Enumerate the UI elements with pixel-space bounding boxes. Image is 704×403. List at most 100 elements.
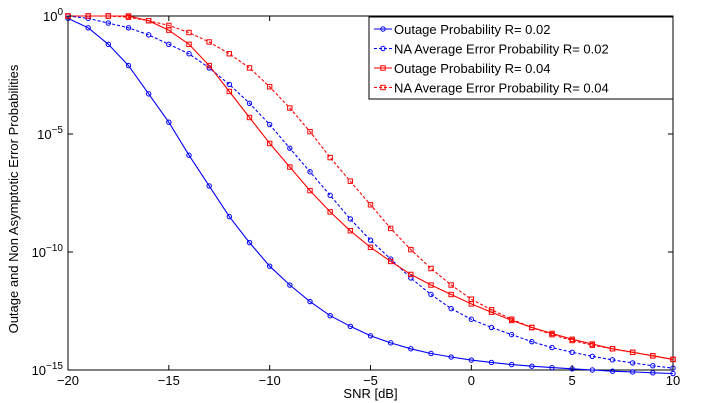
data-point bbox=[670, 370, 676, 377]
legend-entry: Outage Probability R= 0.04 bbox=[374, 61, 550, 76]
data-point bbox=[508, 361, 515, 368]
data-point bbox=[650, 370, 656, 376]
data-point bbox=[246, 65, 253, 71]
data-point bbox=[670, 356, 676, 363]
data-point bbox=[186, 51, 192, 57]
data-point bbox=[145, 32, 152, 38]
data-point bbox=[508, 331, 515, 338]
legend-label: NA Average Error Probability R= 0.04 bbox=[394, 81, 609, 96]
data-point bbox=[448, 354, 454, 360]
data-point bbox=[186, 152, 192, 158]
data-point bbox=[367, 202, 374, 208]
data-point bbox=[408, 246, 414, 253]
data-point bbox=[428, 350, 434, 357]
data-point bbox=[589, 367, 596, 373]
x-tick-label: −5 bbox=[363, 373, 378, 388]
data-point bbox=[569, 337, 575, 344]
y-tick-label: 100 bbox=[43, 7, 63, 24]
data-point bbox=[287, 145, 293, 151]
data-point bbox=[609, 346, 616, 352]
data-point bbox=[589, 353, 596, 360]
data-point bbox=[569, 349, 575, 355]
data-point bbox=[347, 178, 354, 184]
data-point bbox=[307, 169, 313, 175]
legend-entry: NA Average Error Probability R= 0.04 bbox=[374, 81, 609, 96]
data-point bbox=[387, 340, 394, 346]
data-point bbox=[125, 62, 132, 69]
x-tick-label: −15 bbox=[158, 373, 180, 388]
data-point bbox=[589, 342, 596, 348]
x-axis-label: SNR [dB] bbox=[343, 386, 397, 401]
data-point bbox=[428, 282, 434, 288]
data-point bbox=[367, 244, 374, 250]
data-point bbox=[105, 20, 112, 26]
data-point bbox=[166, 22, 172, 29]
data-point bbox=[488, 359, 495, 366]
legend-entry: Outage Probability R= 0.02 bbox=[374, 22, 550, 37]
data-point bbox=[529, 338, 535, 345]
data-point bbox=[448, 282, 454, 288]
data-point bbox=[166, 41, 172, 48]
y-tick-label: 10−10 bbox=[32, 243, 64, 260]
data-point bbox=[367, 333, 374, 339]
data-point bbox=[186, 41, 192, 48]
data-point bbox=[266, 121, 273, 128]
y-tick-label: 10−15 bbox=[32, 361, 64, 378]
data-point bbox=[307, 298, 313, 305]
data-point bbox=[387, 225, 394, 232]
data-point bbox=[650, 363, 656, 369]
data-point bbox=[488, 324, 495, 331]
data-point bbox=[650, 353, 656, 359]
data-point bbox=[226, 51, 233, 57]
data-point bbox=[287, 282, 293, 288]
data-point bbox=[266, 140, 273, 147]
legend-swatch-marker bbox=[380, 84, 386, 91]
data-point bbox=[246, 114, 253, 121]
legend-entry: NA Average Error Probability R= 0.02 bbox=[374, 42, 609, 57]
data-point bbox=[448, 291, 454, 298]
legend: Outage Probability R= 0.02 NA Average Err… bbox=[368, 16, 674, 100]
data-point bbox=[448, 305, 454, 312]
data-point bbox=[105, 13, 112, 19]
series-line bbox=[67, 15, 674, 369]
data-point bbox=[327, 192, 333, 199]
data-point bbox=[529, 363, 535, 369]
series-line bbox=[68, 15, 674, 360]
data-point bbox=[206, 183, 212, 189]
data-point bbox=[206, 39, 212, 45]
data-point bbox=[629, 349, 636, 356]
data-point bbox=[266, 263, 273, 269]
data-point bbox=[166, 119, 172, 125]
data-point bbox=[327, 313, 333, 319]
data-point bbox=[609, 357, 616, 363]
x-tick-label: −20 bbox=[57, 373, 79, 388]
data-point bbox=[266, 84, 273, 90]
data-point bbox=[327, 209, 333, 215]
data-point bbox=[287, 164, 293, 170]
data-point bbox=[307, 128, 313, 135]
data-point bbox=[549, 364, 555, 371]
legend-swatch-marker bbox=[380, 26, 386, 32]
x-tick-label: −10 bbox=[259, 373, 281, 388]
axis-layer: −20 −15 −10 −5 0 5 10 10−15 10−10 10−5 100 bbox=[32, 7, 681, 388]
legend-box bbox=[368, 16, 674, 100]
legend-label: NA Average Error Probability R= 0.02 bbox=[394, 42, 609, 57]
x-tick-label: 0 bbox=[468, 373, 475, 388]
data-point bbox=[85, 25, 91, 31]
data-point bbox=[549, 344, 555, 351]
data-point bbox=[408, 271, 414, 278]
legend-label: Outage Probability R= 0.04 bbox=[394, 61, 550, 76]
data-point bbox=[347, 228, 354, 234]
data-point bbox=[408, 346, 414, 352]
data-point bbox=[347, 323, 354, 330]
data-point bbox=[125, 14, 132, 20]
data-point bbox=[105, 41, 112, 48]
legend-swatch-marker bbox=[380, 45, 386, 52]
data-point bbox=[428, 265, 434, 272]
data-point bbox=[226, 81, 233, 88]
data-point bbox=[246, 100, 253, 107]
data-point bbox=[549, 331, 555, 338]
data-point bbox=[468, 316, 475, 322]
data-point bbox=[408, 275, 414, 281]
